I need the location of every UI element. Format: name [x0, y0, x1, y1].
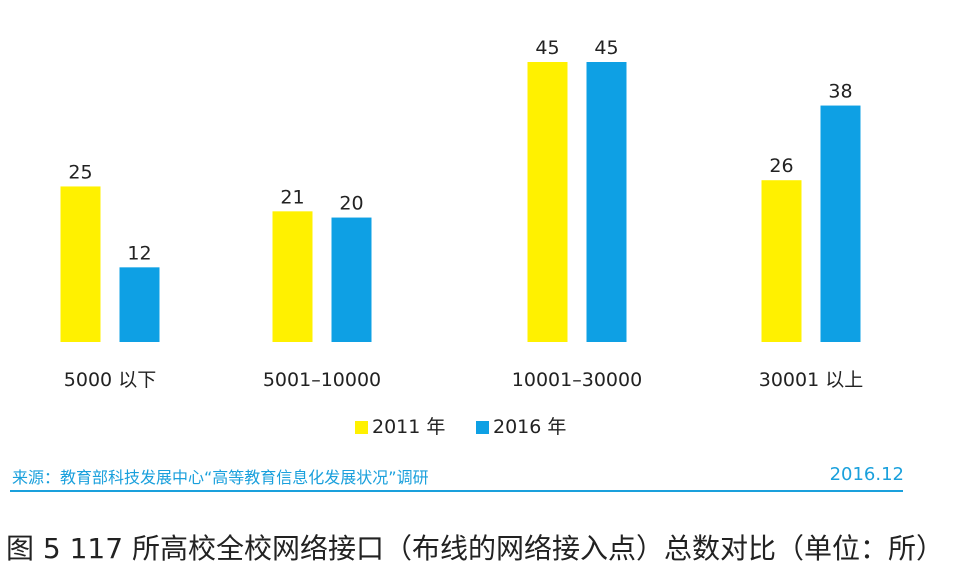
bar-chart: 25 12 5000 以下 21 20 5001–10000 45 45 10001–30000…	[60, 37, 863, 438]
legend-swatch	[355, 421, 368, 434]
legend-swatch	[476, 421, 489, 434]
data-label: 20	[339, 193, 363, 215]
bar	[60, 186, 101, 342]
category-label: 5000 以下	[64, 369, 156, 391]
data-label: 12	[127, 242, 151, 264]
bar	[761, 180, 802, 342]
bar	[272, 211, 313, 342]
data-label: 21	[280, 186, 304, 208]
divider	[10, 490, 903, 492]
date-label: 2016.12	[829, 464, 904, 485]
source-note: 来源：教育部科技发展中心“高等教育信息化发展状况”调研	[12, 468, 429, 487]
category-label: 5001–10000	[263, 369, 381, 391]
legend-label: 2016 年	[493, 416, 566, 438]
data-label: 45	[594, 37, 618, 59]
bar	[820, 105, 861, 342]
bar	[527, 62, 568, 342]
category-label: 10001–30000	[512, 369, 642, 391]
figure-caption: 图 5 117 所高校全校网络接口（布线的网络接入点）总数对比（单位：所）	[6, 532, 944, 565]
category-label: 30001 以上	[759, 369, 863, 391]
data-label: 26	[769, 155, 793, 177]
data-label: 45	[535, 37, 559, 59]
bar	[586, 62, 627, 342]
data-label: 38	[828, 81, 852, 103]
data-label: 25	[68, 161, 92, 183]
bar	[119, 267, 160, 342]
bar	[331, 217, 372, 342]
legend-label: 2011 年	[372, 416, 445, 438]
